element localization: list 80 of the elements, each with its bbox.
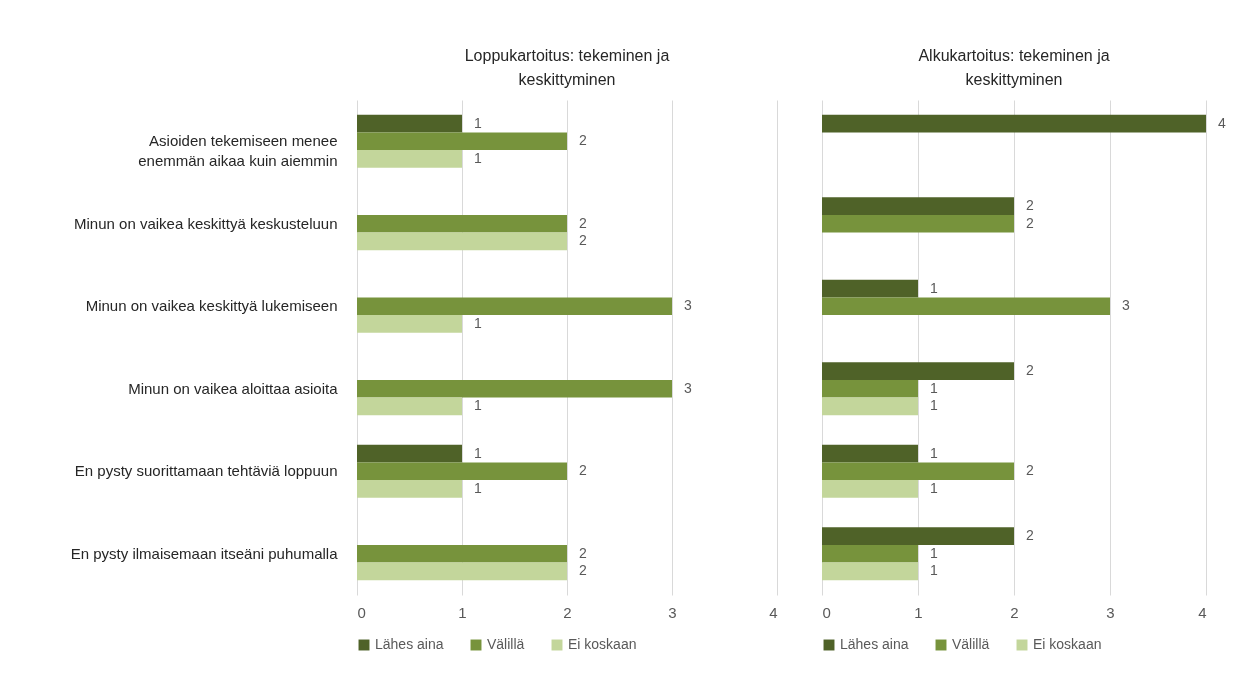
data-label: 2 [579,232,587,249]
data-label: 2 [579,132,587,149]
data-label: 3 [1122,297,1130,314]
bar [357,379,672,398]
bar [822,480,918,498]
data-label: 2 [1026,527,1034,544]
x-tick-label: 0 [357,603,366,621]
x-tick-label: 2 [563,603,572,621]
data-label: 2 [579,544,587,561]
data-label: 1 [930,562,938,579]
data-label: 1 [930,444,938,461]
data-label: 3 [684,297,692,314]
data-label: 1 [474,149,482,166]
bar [357,462,567,481]
data-label: 2 [579,462,587,479]
bar [822,562,918,581]
data-label: 1 [930,379,938,396]
bar [822,279,918,298]
bar [822,114,1206,133]
data-label: 3 [684,379,692,396]
x-tick-label: 4 [1198,603,1207,621]
x-tick-label: 3 [668,603,677,621]
data-label: 1 [930,279,938,296]
data-label: 1 [474,397,482,414]
bar [357,132,567,151]
x-tick-label: 0 [822,603,831,621]
bar [357,232,567,251]
y-tick-label: Asioiden tekemiseen menee enemmän aikaa kuin aiemmin [138,132,338,170]
data-label: 1 [930,544,938,561]
data-label: 2 [1026,462,1034,479]
bar [357,315,462,333]
x-tick-label: 4 [769,603,778,621]
data-label: 4 [1218,114,1226,131]
bar [357,214,567,233]
data-label: 1 [930,397,938,414]
bar [357,150,462,168]
legend-label: Välillä [952,636,990,652]
legend-label: Ei koskaan [1033,636,1102,652]
bar [357,114,462,133]
data-label: 1 [474,479,482,496]
bar [357,562,567,581]
bar [822,462,1014,481]
x-tick-label: 1 [914,603,923,621]
data-label: 2 [579,562,587,579]
bar [822,297,1110,316]
y-tick-label: Minun on vaikea keskittyä keskusteluun [74,214,338,232]
bar [822,444,918,463]
bar [822,397,918,416]
data-label: 2 [1026,197,1034,214]
data-label: 2 [579,214,587,231]
bar [822,544,918,563]
bar [357,444,462,463]
data-label: 2 [1026,362,1034,379]
data-label: 1 [930,479,938,496]
data-label: 1 [474,444,482,461]
y-tick-label: En pysty ilmaisemaan itseäni puhumalla [70,544,339,562]
bar [357,544,567,563]
bar [822,197,1014,215]
y-tick-label: Minun on vaikea keskittyä lukemiseen [85,297,338,315]
data-label: 1 [474,314,482,331]
chart-title: Loppukartoitus: tekeminen ja keskittyminen [464,47,670,88]
y-tick-label: Minun on vaikea aloittaa asioita [128,379,339,397]
bar [357,397,462,416]
bar [357,297,672,316]
bar [822,362,1014,380]
bar [822,214,1014,233]
x-tick-label: 3 [1106,603,1115,621]
legend-label: Lähes aina [840,636,909,652]
x-tick-label: 1 [458,603,467,621]
legend-label: Ei koskaan [568,636,637,652]
bar [822,379,918,398]
legend-label: Lähes aina [375,636,444,652]
legend-label: Välillä [487,636,525,652]
x-tick-label: 2 [1010,603,1019,621]
bar [822,527,1014,545]
y-tick-label: En pysty suorittamaan tehtäviä loppuun [74,462,338,480]
bar [357,480,462,498]
data-label: 2 [1026,214,1034,231]
chart-title: Alkukartoitus: tekeminen ja keskittyminen [918,47,1110,88]
data-label: 1 [474,114,482,131]
